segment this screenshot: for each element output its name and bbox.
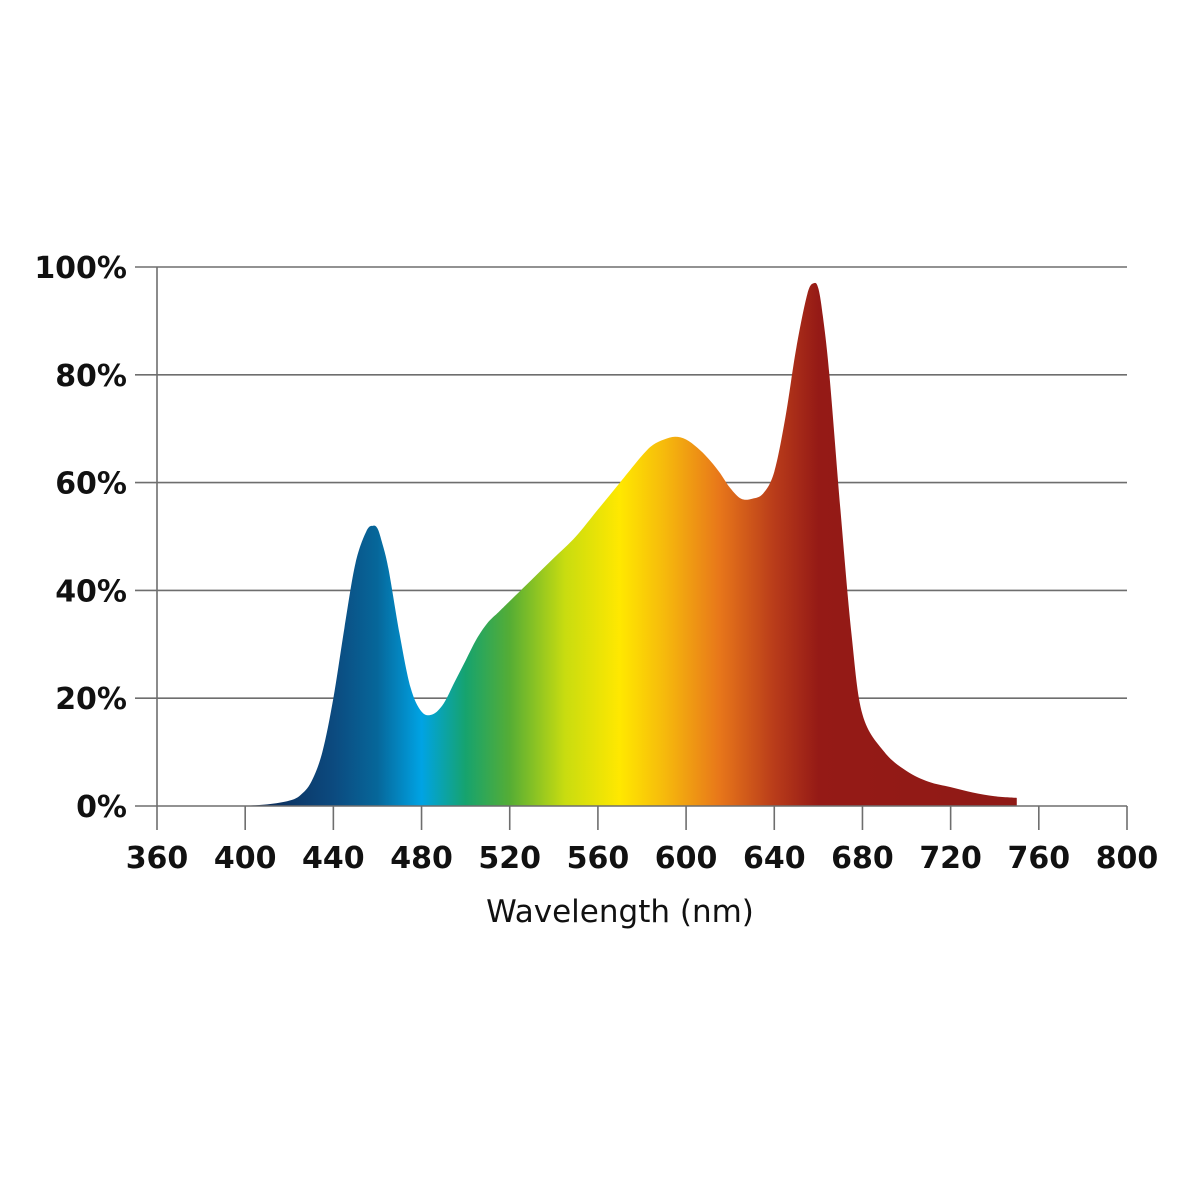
x-tick-label-680: 680 [831,841,894,876]
y-tick-label-60: 60% [55,467,127,502]
x-tick-label-560: 560 [567,841,630,876]
x-tick-label-520: 520 [478,841,541,876]
x-tick-label-480: 480 [390,841,453,876]
x-tick-label-760: 760 [1008,841,1071,876]
x-tick-label-800: 800 [1096,841,1159,876]
x-tick-label-400: 400 [214,841,277,876]
x-tick-label-720: 720 [919,841,982,876]
axes [135,266,1128,830]
x-tick-label-360: 360 [126,841,189,876]
y-tick-label-80: 80% [55,359,127,394]
y-tick-label-0: 0% [76,790,127,825]
x-axis-title: Wavelength (nm) [486,894,754,930]
y-tick-label-40: 40% [55,574,127,609]
y-tick-label-20: 20% [55,682,127,717]
y-tick-label-100: 100% [34,251,127,286]
x-tick-label-440: 440 [302,841,365,876]
spectrum-area [240,282,1017,806]
x-tick-label-600: 600 [655,841,718,876]
y-tick-labels: 0% 20% 40% 60% 80% 100% [34,251,127,825]
x-tick-labels: 360 400 440 480 520 560 600 640 680 720 760 800 [126,841,1159,876]
spectrum-area-path [240,282,1017,806]
x-tick-label-640: 640 [743,841,806,876]
